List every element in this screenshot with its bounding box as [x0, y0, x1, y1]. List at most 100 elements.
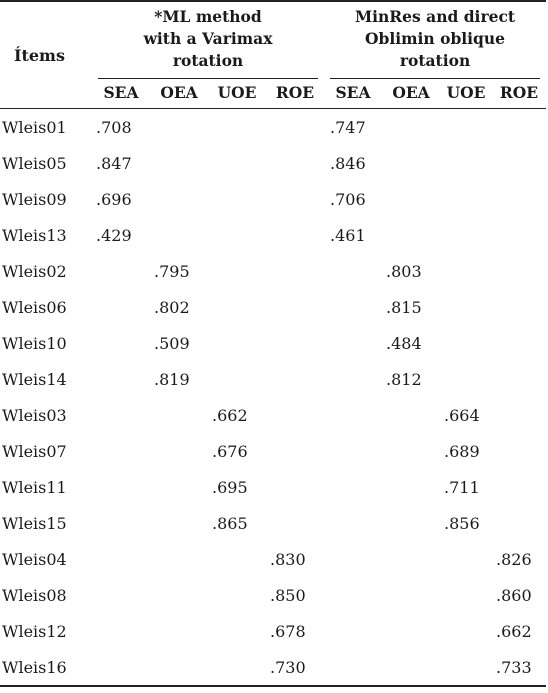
loading-cell	[440, 109, 492, 146]
loading-cell	[150, 109, 208, 146]
loading-cell	[492, 109, 546, 146]
loading-cell	[440, 649, 493, 687]
loading-cell	[492, 397, 546, 433]
loading-cell: .662	[212, 405, 248, 425]
loading-cell	[266, 253, 324, 289]
loading-cell: .711	[444, 477, 480, 497]
loading-cell: .856	[444, 513, 480, 533]
loading-cell	[266, 289, 324, 325]
loading-cell	[266, 469, 324, 505]
table-row: Wleis01 .708 .747	[0, 109, 546, 146]
table-row: Wleis11 .695 .711	[0, 469, 546, 505]
loading-cell: .678	[270, 621, 306, 641]
table-row: Wleis06 .802 .815	[0, 289, 546, 325]
loading-cell	[492, 325, 546, 361]
loading-cell	[150, 577, 208, 613]
loading-cell	[208, 217, 266, 253]
loading-cell	[208, 577, 266, 613]
item-name-cell: Wleis05	[2, 153, 67, 173]
loading-cell	[492, 145, 546, 181]
loading-cell	[382, 469, 440, 505]
loading-cell	[440, 253, 492, 289]
loading-cell	[92, 289, 150, 325]
loading-cell	[382, 217, 440, 253]
loading-cell	[150, 505, 208, 541]
table-row: Wleis07 .676 .689	[0, 433, 546, 469]
sub-header-roe-1: ROE	[266, 79, 325, 109]
loading-cell: .802	[154, 297, 190, 317]
loading-cell: .846	[330, 153, 366, 173]
loading-cell: .795	[154, 261, 190, 281]
loading-cell	[266, 433, 324, 469]
loading-cell	[208, 253, 266, 289]
loading-cell: .850	[270, 585, 306, 605]
loading-cell	[208, 289, 266, 325]
loading-cell	[266, 145, 324, 181]
item-name-cell: Wleis06	[2, 297, 67, 317]
loading-cell	[92, 577, 150, 613]
loading-cell	[150, 649, 208, 687]
loading-cell	[382, 145, 440, 181]
table-row: Wleis12 .678 .662	[0, 613, 546, 649]
group2-line3: rotation	[399, 51, 471, 70]
loading-cell	[92, 325, 150, 361]
group2-line2: Oblimin oblique	[365, 29, 506, 48]
item-name-cell: Wleis12	[2, 621, 67, 641]
loading-cell	[208, 145, 266, 181]
item-name-cell: Wleis11	[2, 477, 67, 497]
loading-cell	[150, 433, 208, 469]
sub-header-oea-2: OEA	[382, 79, 441, 109]
loading-cell	[324, 541, 382, 577]
loading-cell	[150, 145, 208, 181]
item-name-cell: Wleis10	[2, 333, 67, 353]
items-column-header: Ítems	[0, 0, 92, 109]
loading-cell	[266, 325, 324, 361]
loading-cell	[440, 289, 492, 325]
loading-cell	[150, 613, 208, 649]
table-row: Wleis14 .819 .812	[0, 361, 546, 397]
group2-line1: MinRes and direct	[354, 7, 516, 26]
loading-cell	[208, 325, 266, 361]
item-name-cell: Wleis01	[2, 117, 67, 137]
loading-cell: .689	[444, 441, 480, 461]
loading-cell: .509	[154, 333, 190, 353]
loading-cell	[150, 469, 208, 505]
table-body: Wleis01 .708 .747 Wleis05 .847 .846 Wleis09 .69…	[0, 109, 547, 687]
loading-cell: .664	[444, 405, 480, 425]
loading-cell	[382, 541, 440, 577]
loading-cell: .429	[96, 225, 132, 245]
table-row: Wleis04 .830 .826	[0, 541, 546, 577]
loading-cell	[208, 613, 266, 649]
loading-cell	[208, 361, 266, 397]
loading-cell: .747	[330, 117, 366, 137]
table-row: Wleis10 .509 .484	[0, 325, 546, 361]
item-name-cell: Wleis09	[2, 189, 67, 209]
loading-cell	[382, 577, 440, 613]
loading-cell	[92, 541, 150, 577]
loading-cell	[324, 289, 382, 325]
loading-cell: .695	[212, 477, 248, 497]
item-name-cell: Wleis16	[0, 649, 92, 687]
item-name-cell: Wleis07	[2, 441, 67, 461]
loading-cell: .819	[154, 369, 190, 389]
loading-cell	[266, 109, 324, 146]
loading-cell	[324, 613, 382, 649]
loading-cell	[150, 217, 208, 253]
loading-cell	[492, 289, 546, 325]
loading-cell: .812	[386, 369, 422, 389]
loading-cell	[382, 397, 440, 433]
loading-cell: .662	[496, 621, 532, 641]
loading-cell: .830	[270, 549, 306, 569]
loading-cell: .860	[496, 585, 532, 605]
sub-header-uoe-2: UOE	[440, 79, 493, 109]
loading-cell	[440, 361, 492, 397]
loading-cell	[440, 541, 492, 577]
loading-cell	[92, 433, 150, 469]
sub-header-roe-2: ROE	[492, 79, 547, 109]
loading-cell	[324, 397, 382, 433]
loading-cell: .733	[492, 649, 547, 687]
loading-cell: .706	[330, 189, 366, 209]
table-row: Wleis15 .865 .856	[0, 505, 546, 541]
loading-cell	[324, 433, 382, 469]
loading-cell	[440, 325, 492, 361]
